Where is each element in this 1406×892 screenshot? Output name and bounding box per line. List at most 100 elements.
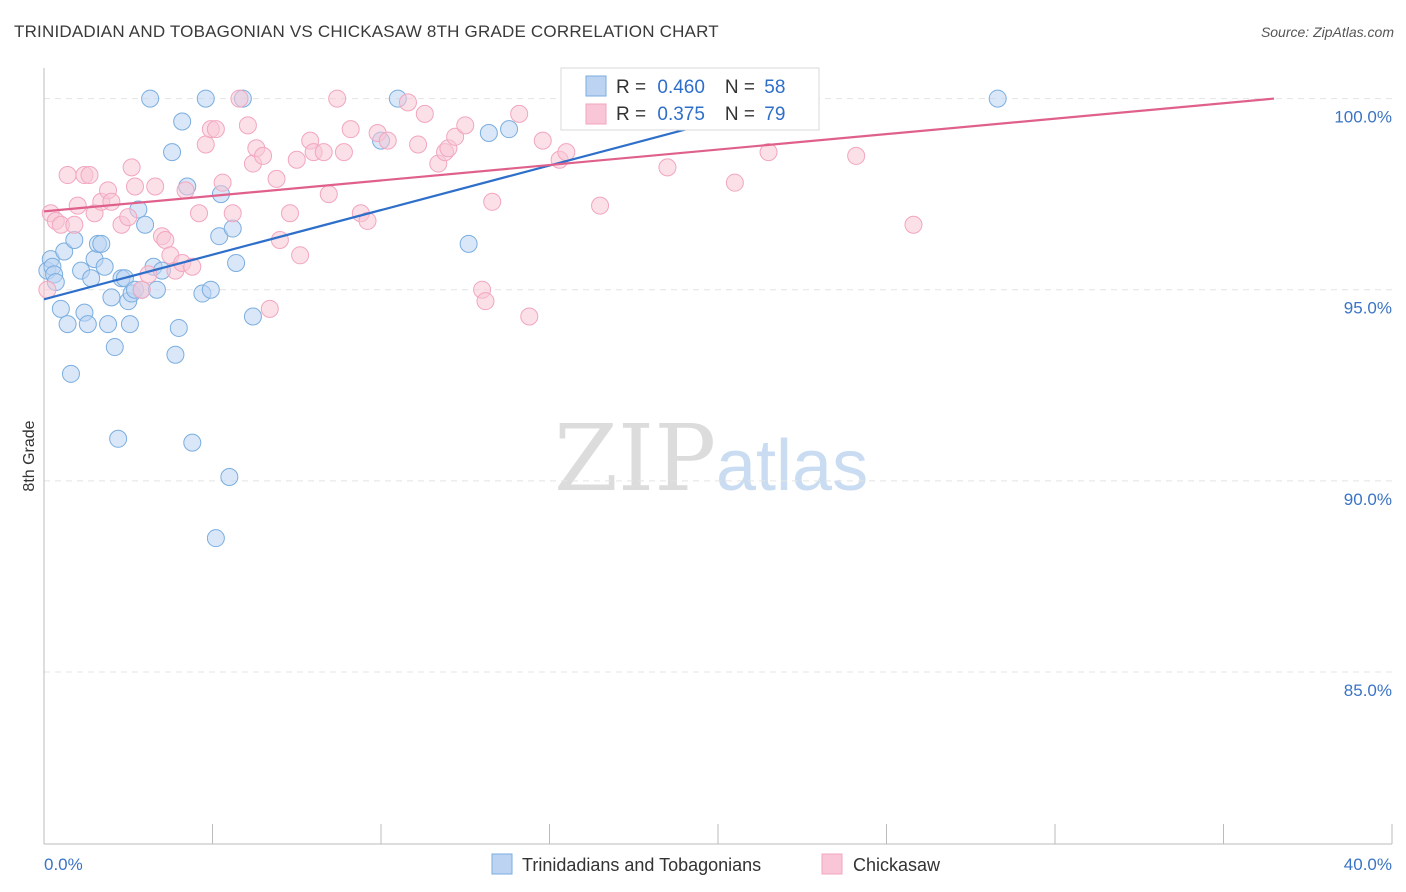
data-points: [38, 89, 1007, 548]
point-trinidadian: [479, 123, 498, 142]
point-chickasaw: [254, 146, 273, 165]
stats-r-value: 0.460: [657, 77, 705, 98]
point-chickasaw: [358, 211, 377, 230]
stats-n-value: 58: [764, 77, 785, 98]
point-chickasaw: [38, 280, 57, 299]
watermark-atlas: atlas: [716, 426, 868, 506]
x-tick-label-max: 40.0%: [1344, 855, 1392, 874]
point-chickasaw: [196, 135, 215, 154]
point-trinidadian: [109, 429, 128, 448]
watermark: ZIP atlas: [554, 405, 868, 512]
y-tick-label: 85.0%: [1344, 681, 1392, 700]
trend-lines: [43, 97, 1275, 301]
point-chickasaw: [341, 120, 360, 139]
point-chickasaw: [65, 215, 84, 234]
point-chickasaw: [446, 127, 465, 146]
stats-r-label: R =: [616, 77, 651, 98]
point-chickasaw: [270, 231, 289, 250]
point-trinidadian: [500, 120, 519, 139]
point-chickasaw: [223, 204, 242, 223]
point-chickasaw: [281, 204, 300, 223]
legend-label-trinidadians: Trinidadians and Tobagonians: [522, 855, 761, 875]
point-chickasaw: [58, 166, 77, 185]
point-chickasaw: [591, 196, 610, 215]
point-chickasaw: [847, 146, 866, 165]
legend-swatch-blue: [491, 853, 513, 875]
stats-row-blue: R = 0.460 N = 58: [616, 77, 785, 98]
watermark-zip: ZIP: [554, 405, 716, 512]
point-trinidadian: [147, 280, 166, 299]
stats-r-label: R =: [616, 104, 651, 125]
point-chickasaw: [287, 150, 306, 169]
point-trinidadian: [227, 253, 246, 272]
point-chickasaw: [206, 120, 225, 139]
point-trinidadian: [243, 307, 262, 326]
stats-swatch-blue: [585, 75, 607, 97]
stats-r-value: 0.375: [657, 104, 705, 125]
point-trinidadian: [95, 257, 114, 276]
point-trinidadian: [223, 219, 242, 238]
point-chickasaw: [415, 104, 434, 123]
legend-label-chickasaw: Chickasaw: [853, 855, 941, 875]
point-chickasaw: [132, 280, 151, 299]
point-chickasaw: [139, 265, 158, 284]
legend-swatch-pink: [821, 853, 843, 875]
point-chickasaw: [409, 135, 428, 154]
stats-row-pink: R = 0.375 N = 79: [616, 104, 785, 125]
point-chickasaw: [238, 116, 257, 135]
chart-title: TRINIDADIAN AND TOBAGONIAN VS CHICKASAW …: [14, 22, 719, 41]
point-trinidadian: [55, 242, 74, 261]
y-tick-labels: 85.0% 90.0% 95.0% 100.0%: [1334, 108, 1392, 700]
point-chickasaw: [68, 196, 87, 215]
point-chickasaw: [476, 292, 495, 311]
point-trinidadian: [201, 280, 220, 299]
point-trinidadian: [92, 234, 111, 253]
point-chickasaw: [119, 208, 138, 227]
point-chickasaw: [557, 143, 576, 162]
point-trinidadian: [105, 338, 124, 357]
point-chickasaw: [125, 177, 144, 196]
point-chickasaw: [146, 177, 165, 196]
point-chickasaw: [510, 104, 529, 123]
point-chickasaw: [904, 215, 923, 234]
y-tick-label: 90.0%: [1344, 490, 1392, 509]
y-tick-label: 100.0%: [1334, 108, 1392, 127]
point-trinidadian: [99, 315, 118, 334]
point-trinidadian: [206, 529, 225, 548]
point-trinidadian: [65, 231, 84, 250]
y-tick-label: 95.0%: [1344, 299, 1392, 318]
point-chickasaw: [483, 192, 502, 211]
point-chickasaw: [156, 231, 175, 250]
point-chickasaw: [260, 299, 279, 318]
point-chickasaw: [267, 169, 286, 188]
point-trinidadian: [988, 89, 1007, 108]
point-chickasaw: [334, 143, 353, 162]
point-trinidadian: [51, 299, 70, 318]
point-chickasaw: [456, 116, 475, 135]
point-trinidadian: [166, 345, 185, 364]
point-chickasaw: [190, 204, 209, 223]
point-trinidadian: [141, 89, 160, 108]
point-chickasaw: [176, 181, 195, 200]
point-chickasaw: [213, 173, 232, 192]
point-trinidadian: [136, 215, 155, 234]
point-trinidadian: [120, 315, 139, 334]
stats-n-value: 79: [764, 104, 785, 125]
point-trinidadian: [173, 112, 192, 131]
y-axis-label: 8th Grade: [21, 420, 38, 491]
point-trinidadian: [102, 288, 121, 307]
stats-n-label: N =: [725, 104, 760, 125]
point-chickasaw: [319, 185, 338, 204]
series-legend: Trinidadians and Tobagonians Chickasaw: [491, 853, 941, 875]
stats-swatch-pink: [585, 103, 607, 125]
point-chickasaw: [658, 158, 677, 177]
point-trinidadian: [61, 364, 80, 383]
point-chickasaw: [725, 173, 744, 192]
trend-line-trinidadian: [43, 97, 803, 301]
point-chickasaw: [291, 246, 310, 265]
source-label: Source: ZipAtlas.com: [1260, 24, 1394, 40]
point-trinidadian: [210, 227, 229, 246]
x-tick-label-min: 0.0%: [44, 855, 83, 874]
point-trinidadian: [78, 315, 97, 334]
gridlines: [44, 98, 1392, 673]
